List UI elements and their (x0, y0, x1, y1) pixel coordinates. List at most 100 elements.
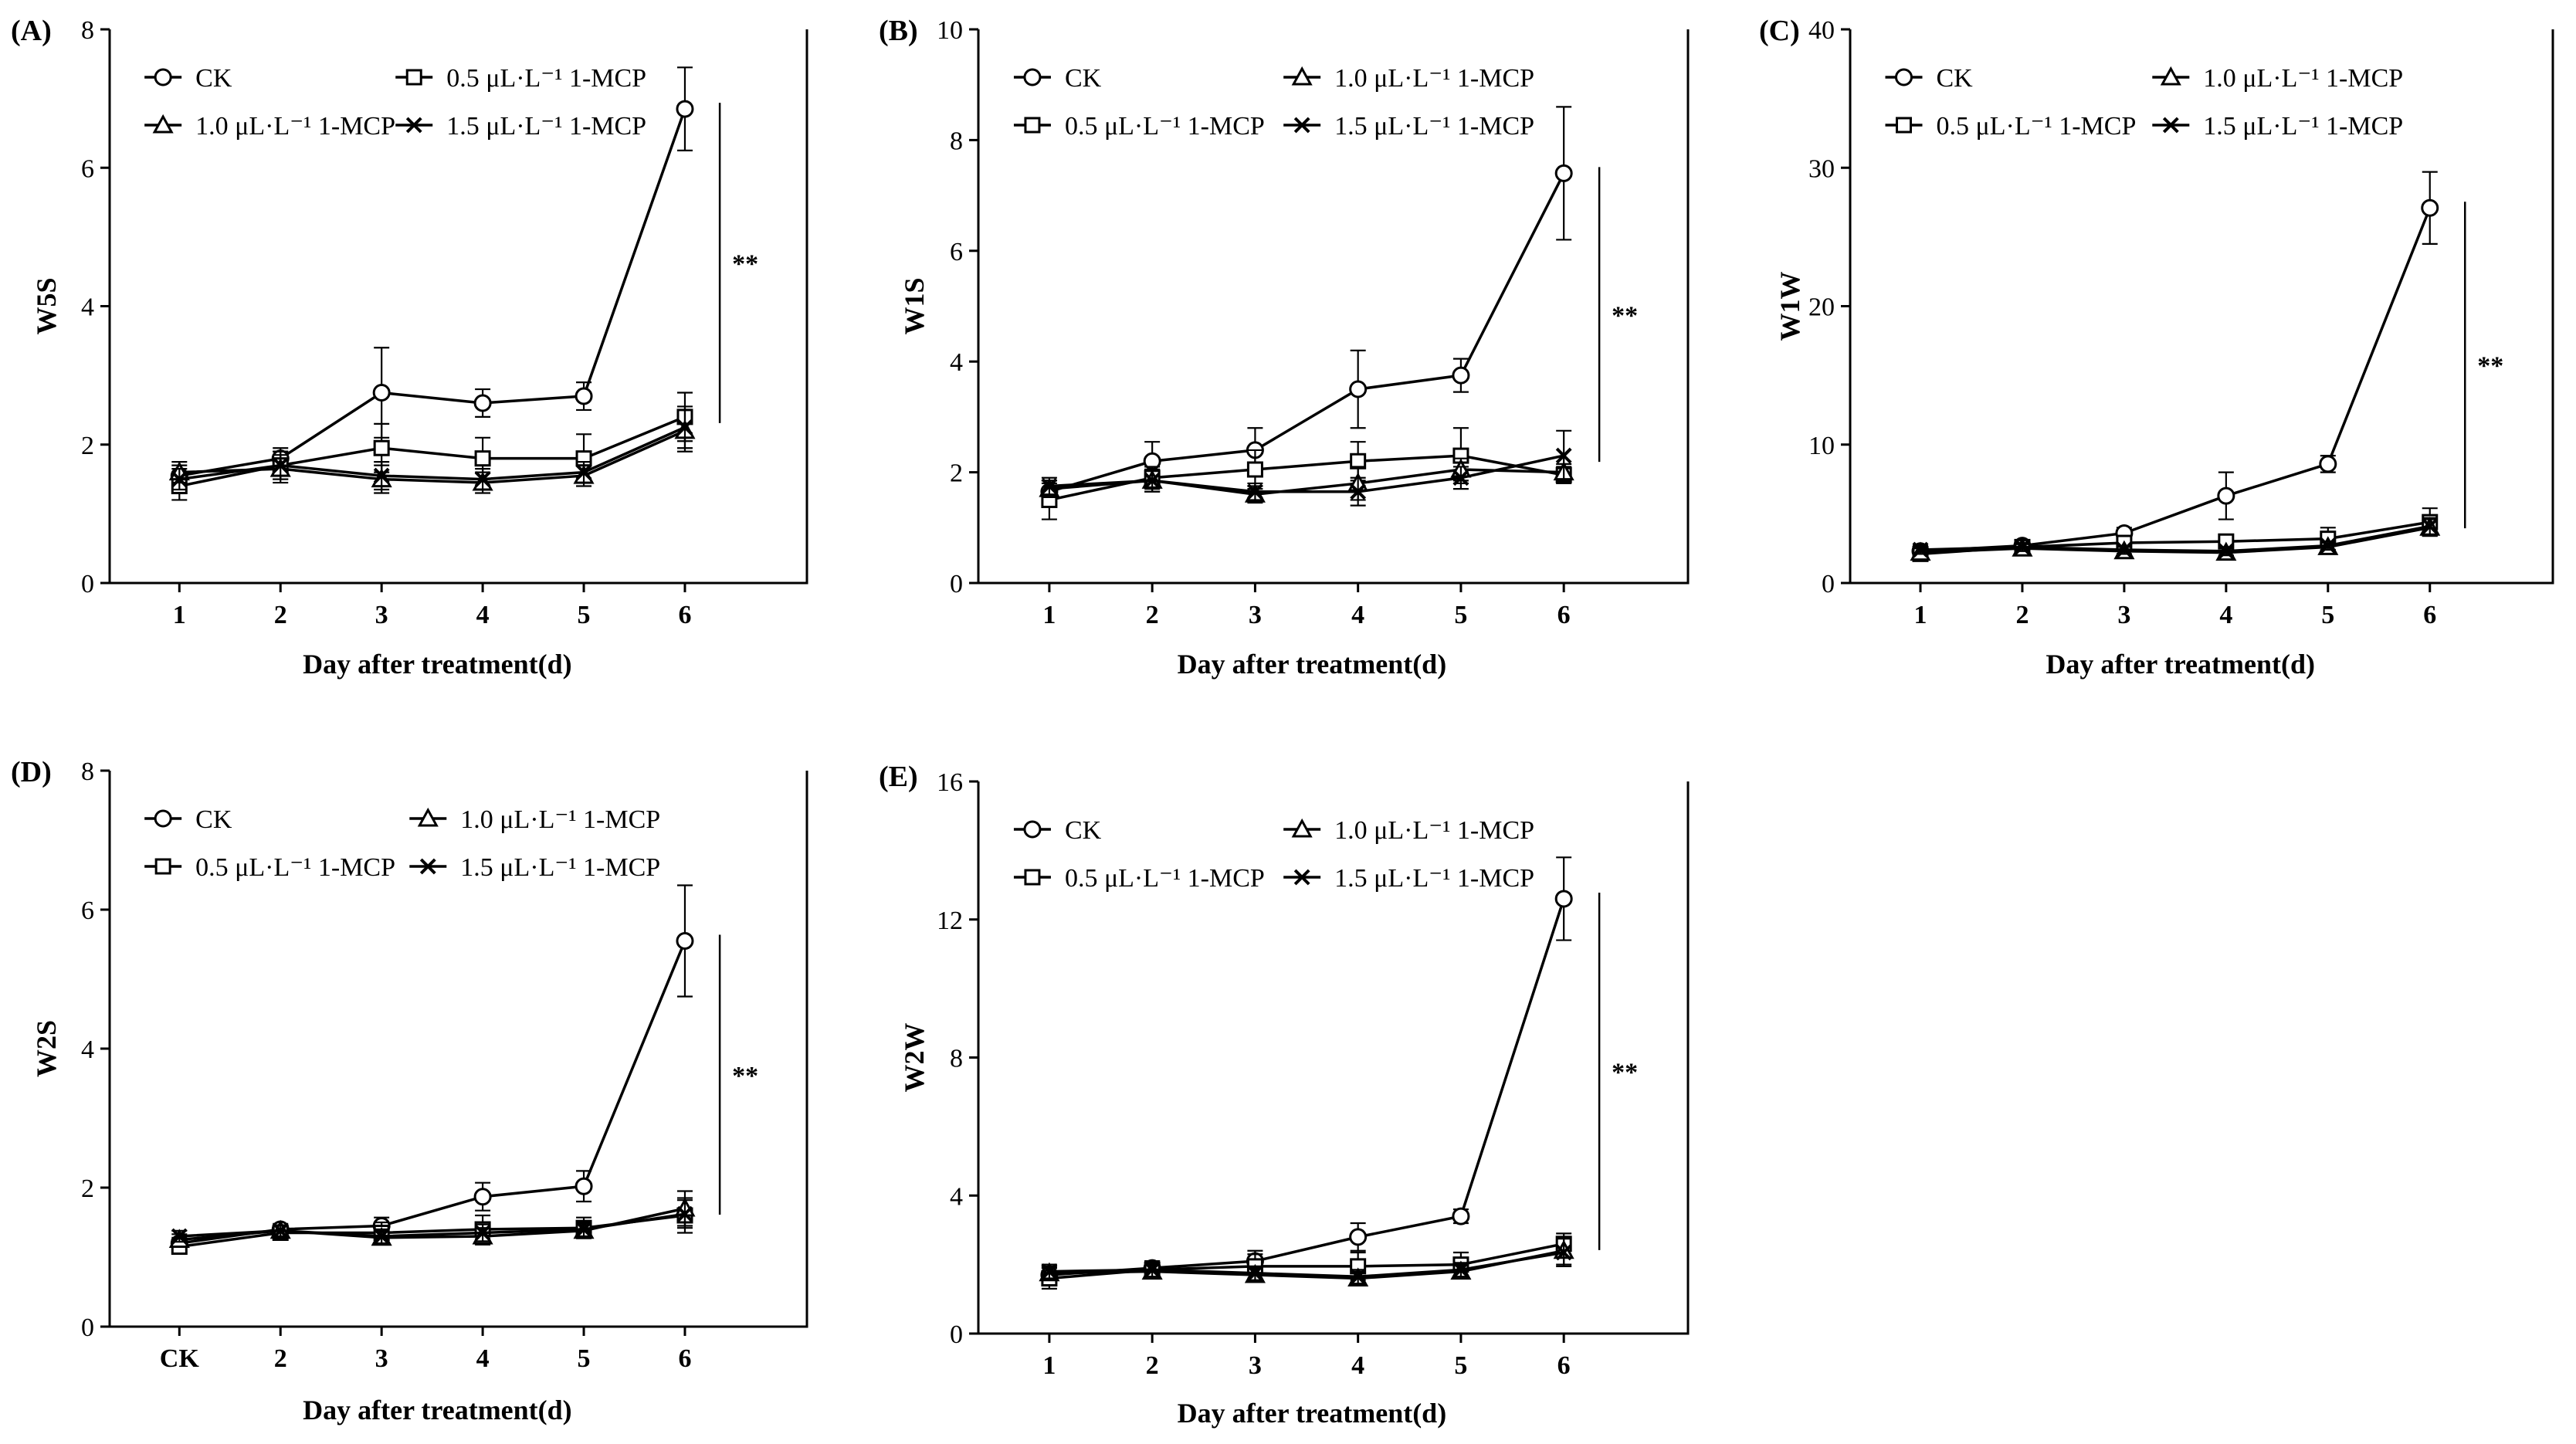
legend: CK 0.5 μL·L⁻¹ 1-MCP 1.0 μL·L⁻¹ 1-MCP 1.5 μL… (1013, 64, 1534, 141)
x-axis-title: Day after treatment(d) (1178, 1398, 1447, 1429)
x-tick-label: 3 (1249, 601, 1262, 629)
chart-panel-4: 0 2 4 6 8 CK 2 3 4 5 6 (D) W2S Day after treatment(d)… (11, 756, 808, 1425)
x-tick-label: 2 (2015, 601, 2029, 629)
panel-label: (E) (879, 761, 918, 793)
y-tick-label: 40 (1808, 16, 1835, 45)
panel-label: (D) (11, 756, 52, 788)
series-4 (1912, 517, 2439, 560)
legend-label: CK (195, 805, 232, 834)
y-tick-label: 2 (950, 459, 963, 488)
data-point (171, 471, 188, 487)
legend-item: 0.5 μL·L⁻¹ 1-MCP (395, 64, 646, 93)
x-tick-label: 3 (375, 1344, 388, 1373)
x-tick-label: CK (160, 1344, 200, 1373)
y-axis-title: W2W (899, 1023, 930, 1093)
legend-item: 1.0 μL·L⁻¹ 1-MCP (1283, 64, 1534, 93)
legend-label: 1.0 μL·L⁻¹ 1-MCP (460, 805, 660, 834)
y-tick-label: 0 (1822, 570, 1835, 598)
y-tick-label: 0 (81, 570, 94, 598)
x-tick-label: 3 (2117, 601, 2130, 629)
data-point (1555, 447, 1572, 464)
panel-label: (A) (11, 15, 52, 47)
data-point (373, 439, 390, 456)
legend-label: CK (1065, 816, 1102, 845)
legend-marker (154, 68, 172, 86)
data-point (575, 387, 593, 405)
data-point (473, 394, 492, 412)
data-point (272, 457, 289, 474)
data-point (2319, 455, 2337, 473)
data-point (1452, 366, 1470, 385)
data-point (372, 384, 391, 402)
legend-marker (405, 117, 422, 134)
data-point (473, 1188, 492, 1206)
data-point (171, 1228, 188, 1245)
y-tick-label: 2 (81, 1175, 94, 1203)
data-point (676, 419, 693, 436)
y-tick-label: 12 (937, 907, 963, 935)
y-axis-title: W1W (1774, 272, 1805, 341)
y-axis-title: W2S (31, 1020, 62, 1077)
x-axis-title: Day after treatment(d) (2046, 649, 2315, 680)
y-tick-label: 16 (937, 768, 963, 797)
data-point (373, 467, 390, 484)
x-tick-label: 6 (678, 601, 691, 629)
y-tick-label: 6 (81, 897, 94, 925)
data-point (2217, 486, 2235, 505)
series-4 (171, 1199, 693, 1245)
significance-label: ** (732, 249, 758, 278)
data-point (474, 471, 491, 487)
x-tick-label: 4 (476, 601, 490, 629)
y-tick-label: 0 (81, 1313, 94, 1342)
x-tick-label: 1 (1042, 1351, 1056, 1380)
legend-item: 1.5 μL·L⁻¹ 1-MCP (409, 853, 660, 882)
legend-marker (417, 807, 439, 827)
data-point (676, 932, 694, 950)
x-tick-label: 6 (2423, 601, 2436, 629)
y-tick-label: 10 (937, 16, 963, 45)
data-point (2218, 543, 2235, 560)
legend: CK 0.5 μL·L⁻¹ 1-MCP 1.0 μL·L⁻¹ 1-MCP 1.5 μL… (144, 64, 646, 141)
y-tick-label: 8 (950, 127, 963, 155)
significance-label: ** (1612, 301, 1638, 330)
x-tick-label: 4 (1351, 1351, 1364, 1380)
data-point (575, 1221, 592, 1238)
legend-marker (1896, 117, 1912, 134)
data-point (1246, 461, 1263, 478)
x-axis-title: Day after treatment(d) (1178, 649, 1447, 680)
x-tick-label: 3 (1249, 1351, 1262, 1380)
legend-label: 1.0 μL·L⁻¹ 1-MCP (2203, 64, 2403, 93)
series-line (1049, 1251, 1564, 1279)
x-tick-label: 2 (274, 1344, 287, 1373)
y-tick-label: 2 (81, 432, 94, 460)
panel-label: (C) (1759, 15, 1800, 47)
legend-item: CK (144, 805, 232, 834)
series-line (179, 425, 686, 481)
legend-item: CK (1013, 64, 1102, 93)
y-tick-label: 20 (1808, 293, 1835, 322)
legend-label: 1.0 μL·L⁻¹ 1-MCP (1334, 64, 1534, 93)
y-tick-label: 6 (950, 238, 963, 266)
legend-label: CK (1065, 64, 1102, 93)
data-point (2116, 541, 2133, 558)
series-4 (171, 405, 693, 491)
legend: CK 0.5 μL·L⁻¹ 1-MCP 1.0 μL·L⁻¹ 1-MCP 1.5 μL… (1885, 64, 2403, 141)
data-point (676, 1205, 693, 1222)
legend-item: 1.0 μL·L⁻¹ 1-MCP (144, 112, 395, 141)
y-tick-label: 4 (81, 1036, 94, 1064)
series-line (179, 108, 686, 477)
legend-item: 0.5 μL·L⁻¹ 1-MCP (1013, 864, 1265, 893)
legend-label: 1.5 μL·L⁻¹ 1-MCP (460, 853, 660, 882)
legend-marker (1023, 68, 1042, 86)
x-tick-label: 5 (578, 601, 591, 629)
y-tick-label: 0 (950, 1320, 963, 1349)
legend-label: 1.0 μL·L⁻¹ 1-MCP (1334, 816, 1534, 845)
data-point (1349, 380, 1368, 398)
data-point (1452, 1261, 1469, 1278)
significance-label: ** (1612, 1058, 1638, 1086)
legend-label: 1.5 μL·L⁻¹ 1-MCP (2203, 112, 2403, 141)
x-tick-label: 1 (173, 601, 186, 629)
